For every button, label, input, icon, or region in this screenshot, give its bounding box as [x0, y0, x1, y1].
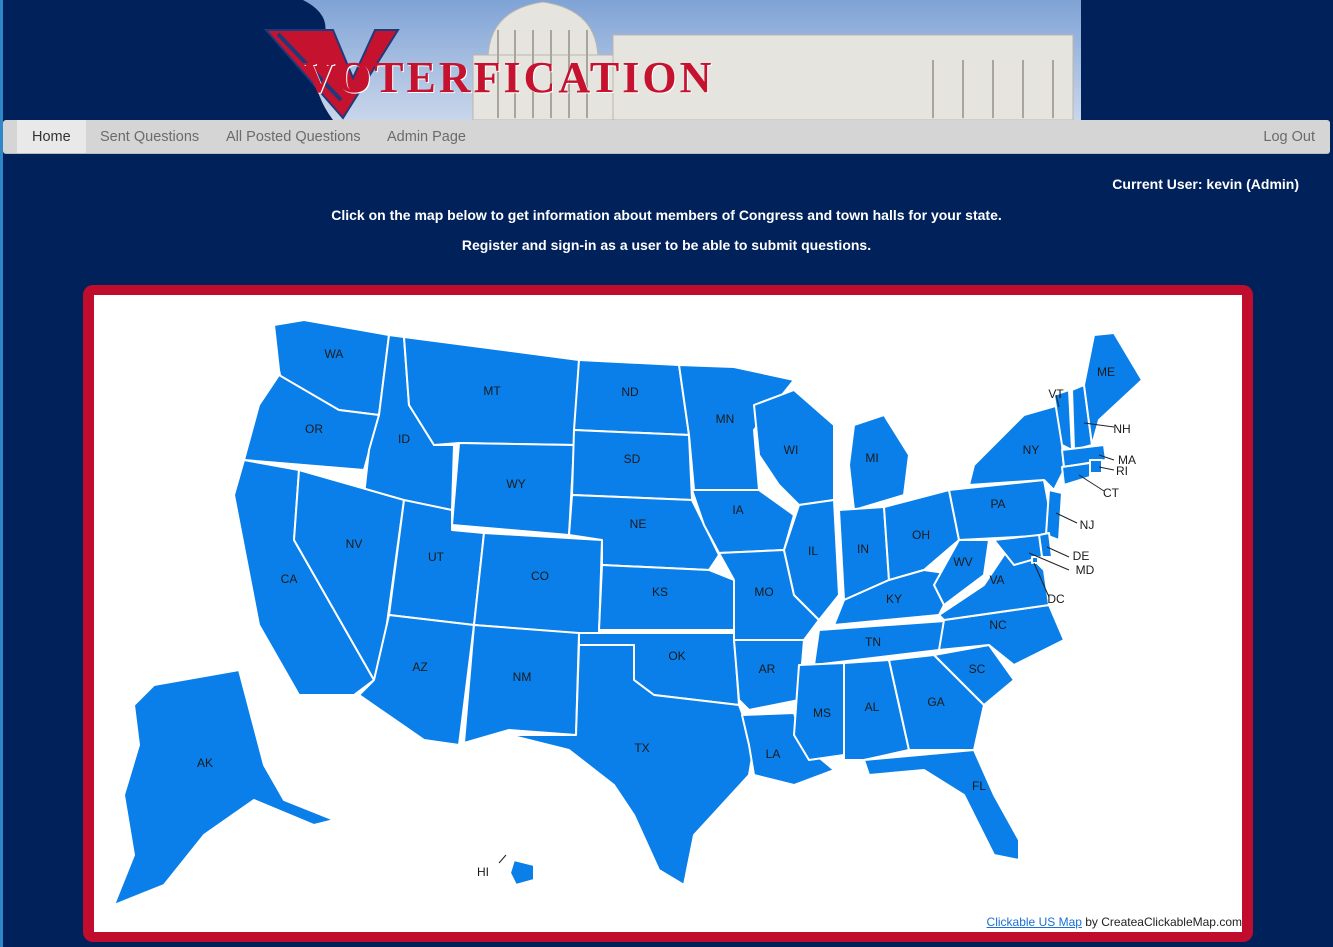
- state-MI[interactable]: [848, 414, 910, 511]
- state-label-AK: AK: [197, 756, 213, 770]
- state-label-OH: OH: [912, 528, 930, 542]
- state-NM[interactable]: [463, 624, 580, 744]
- state-label-MA: MA: [1118, 453, 1136, 467]
- state-label-AL: AL: [865, 700, 880, 714]
- state-label-UT: UT: [428, 550, 445, 564]
- state-label-PA: PA: [990, 497, 1005, 511]
- state-GA[interactable]: [888, 654, 985, 751]
- state-label-MO: MO: [754, 585, 773, 599]
- state-label-MT: MT: [483, 384, 501, 398]
- state-label-SD: SD: [624, 452, 641, 466]
- state-label-DC: DC: [1047, 592, 1065, 606]
- state-NJ[interactable]: [1045, 489, 1063, 541]
- label-leaders: [498, 394, 1115, 864]
- map-credit: Clickable US Map by CreateaClickableMap.…: [987, 915, 1242, 929]
- state-AR[interactable]: [733, 639, 805, 711]
- state-label-IA: IA: [732, 503, 743, 517]
- state-FL[interactable]: [863, 749, 1020, 861]
- state-label-NY: NY: [1023, 443, 1040, 457]
- credit-text: by CreateaClickableMap.com: [1081, 915, 1242, 929]
- state-label-KY: KY: [886, 592, 902, 606]
- current-user: Current User: kevin (Admin): [1112, 176, 1299, 192]
- state-label-OK: OK: [668, 649, 685, 663]
- state-AL[interactable]: [843, 659, 910, 761]
- state-label-TX: TX: [634, 741, 649, 755]
- state-label-NC: NC: [989, 618, 1007, 632]
- state-label-IN: IN: [857, 542, 869, 556]
- state-label-TN: TN: [865, 635, 881, 649]
- state-SC[interactable]: [933, 644, 1015, 706]
- state-label-DE: DE: [1073, 549, 1090, 563]
- state-label-CA: CA: [281, 572, 298, 586]
- state-label-CO: CO: [531, 569, 549, 583]
- us-map: WA OR CA ID NV MT WY UT AZ CO NM ND SD NE KS OK TX MN IA MO…: [113, 319, 1143, 906]
- state-OH[interactable]: [883, 489, 960, 581]
- state-label-KS: KS: [652, 585, 668, 599]
- map-frame: WA OR CA ID NV MT WY UT AZ CO NM ND SD NE KS OK TX MN IA MO…: [83, 285, 1253, 942]
- nav-sent-questions[interactable]: Sent Questions: [100, 129, 200, 145]
- state-label-ND: ND: [621, 385, 639, 399]
- state-label-WI: WI: [784, 443, 799, 457]
- state-label-OR: OR: [305, 422, 323, 436]
- nav-admin-page[interactable]: Admin Page: [387, 129, 466, 145]
- state-MS[interactable]: [793, 662, 845, 761]
- left-edge: [0, 0, 3, 947]
- state-label-GA: GA: [927, 695, 944, 709]
- state-RI[interactable]: [1089, 459, 1103, 474]
- state-label-VA: VA: [989, 573, 1004, 587]
- state-label-VT: VT: [1048, 387, 1064, 401]
- state-label-WV: WV: [953, 555, 972, 569]
- clickable-us-map-link[interactable]: Clickable US Map: [986, 915, 1082, 929]
- state-label-MN: MN: [716, 412, 735, 426]
- state-label-MI: MI: [865, 451, 878, 465]
- state-DC[interactable]: [1031, 556, 1039, 564]
- state-WV[interactable]: [933, 539, 990, 606]
- state-label-NE: NE: [630, 517, 647, 531]
- state-label-NV: NV: [346, 537, 363, 551]
- state-label-MS: MS: [813, 706, 831, 720]
- state-label-AR: AR: [759, 662, 776, 676]
- header-banner: Voterfication: [3, 0, 1081, 120]
- state-label-HI: HI: [477, 865, 489, 879]
- state-CT[interactable]: [1061, 462, 1091, 486]
- state-TX[interactable]: [508, 644, 755, 886]
- state-label-FL: FL: [972, 779, 986, 793]
- banner-graphic: [263, 0, 1081, 120]
- state-CO[interactable]: [473, 532, 603, 636]
- state-MD[interactable]: [993, 534, 1043, 566]
- state-label-CT: CT: [1103, 486, 1120, 500]
- us-map-container: WA OR CA ID NV MT WY UT AZ CO NM ND SD NE KS OK TX MN IA MO…: [94, 295, 1242, 932]
- state-AK[interactable]: [113, 669, 335, 906]
- state-label-NH: NH: [1113, 422, 1130, 436]
- state-label-WY: WY: [506, 477, 525, 491]
- top-navbar: Home Sent Questions All Posted Questions…: [3, 120, 1330, 154]
- nav-all-posted-questions[interactable]: All Posted Questions: [226, 129, 361, 145]
- state-ME[interactable]: [1083, 332, 1143, 446]
- state-label-NJ: NJ: [1080, 518, 1095, 532]
- intro-line-1: Click on the map below to get informatio…: [331, 207, 1002, 223]
- state-label-LA: LA: [766, 747, 781, 761]
- state-IL[interactable]: [783, 499, 840, 621]
- state-label-AZ: AZ: [412, 660, 427, 674]
- state-label-WA: WA: [325, 347, 344, 361]
- state-label-IL: IL: [808, 544, 818, 558]
- state-OR[interactable]: [243, 374, 380, 471]
- logout-link[interactable]: Log Out: [1263, 129, 1315, 145]
- state-label-NM: NM: [513, 670, 532, 684]
- state-label-ME: ME: [1097, 365, 1115, 379]
- state-label-ID: ID: [398, 432, 410, 446]
- state-label-MD: MD: [1076, 563, 1095, 577]
- intro-line-2: Register and sign-in as a user to be abl…: [461, 237, 872, 253]
- state-label-SC: SC: [969, 662, 986, 676]
- nav-home[interactable]: Home: [17, 120, 86, 153]
- state-HI[interactable]: [509, 859, 535, 886]
- state-label-RI: RI: [1116, 464, 1128, 478]
- brand-title: Voterfication: [303, 53, 715, 102]
- state-NY[interactable]: [968, 404, 1065, 491]
- state-MN[interactable]: [678, 364, 795, 491]
